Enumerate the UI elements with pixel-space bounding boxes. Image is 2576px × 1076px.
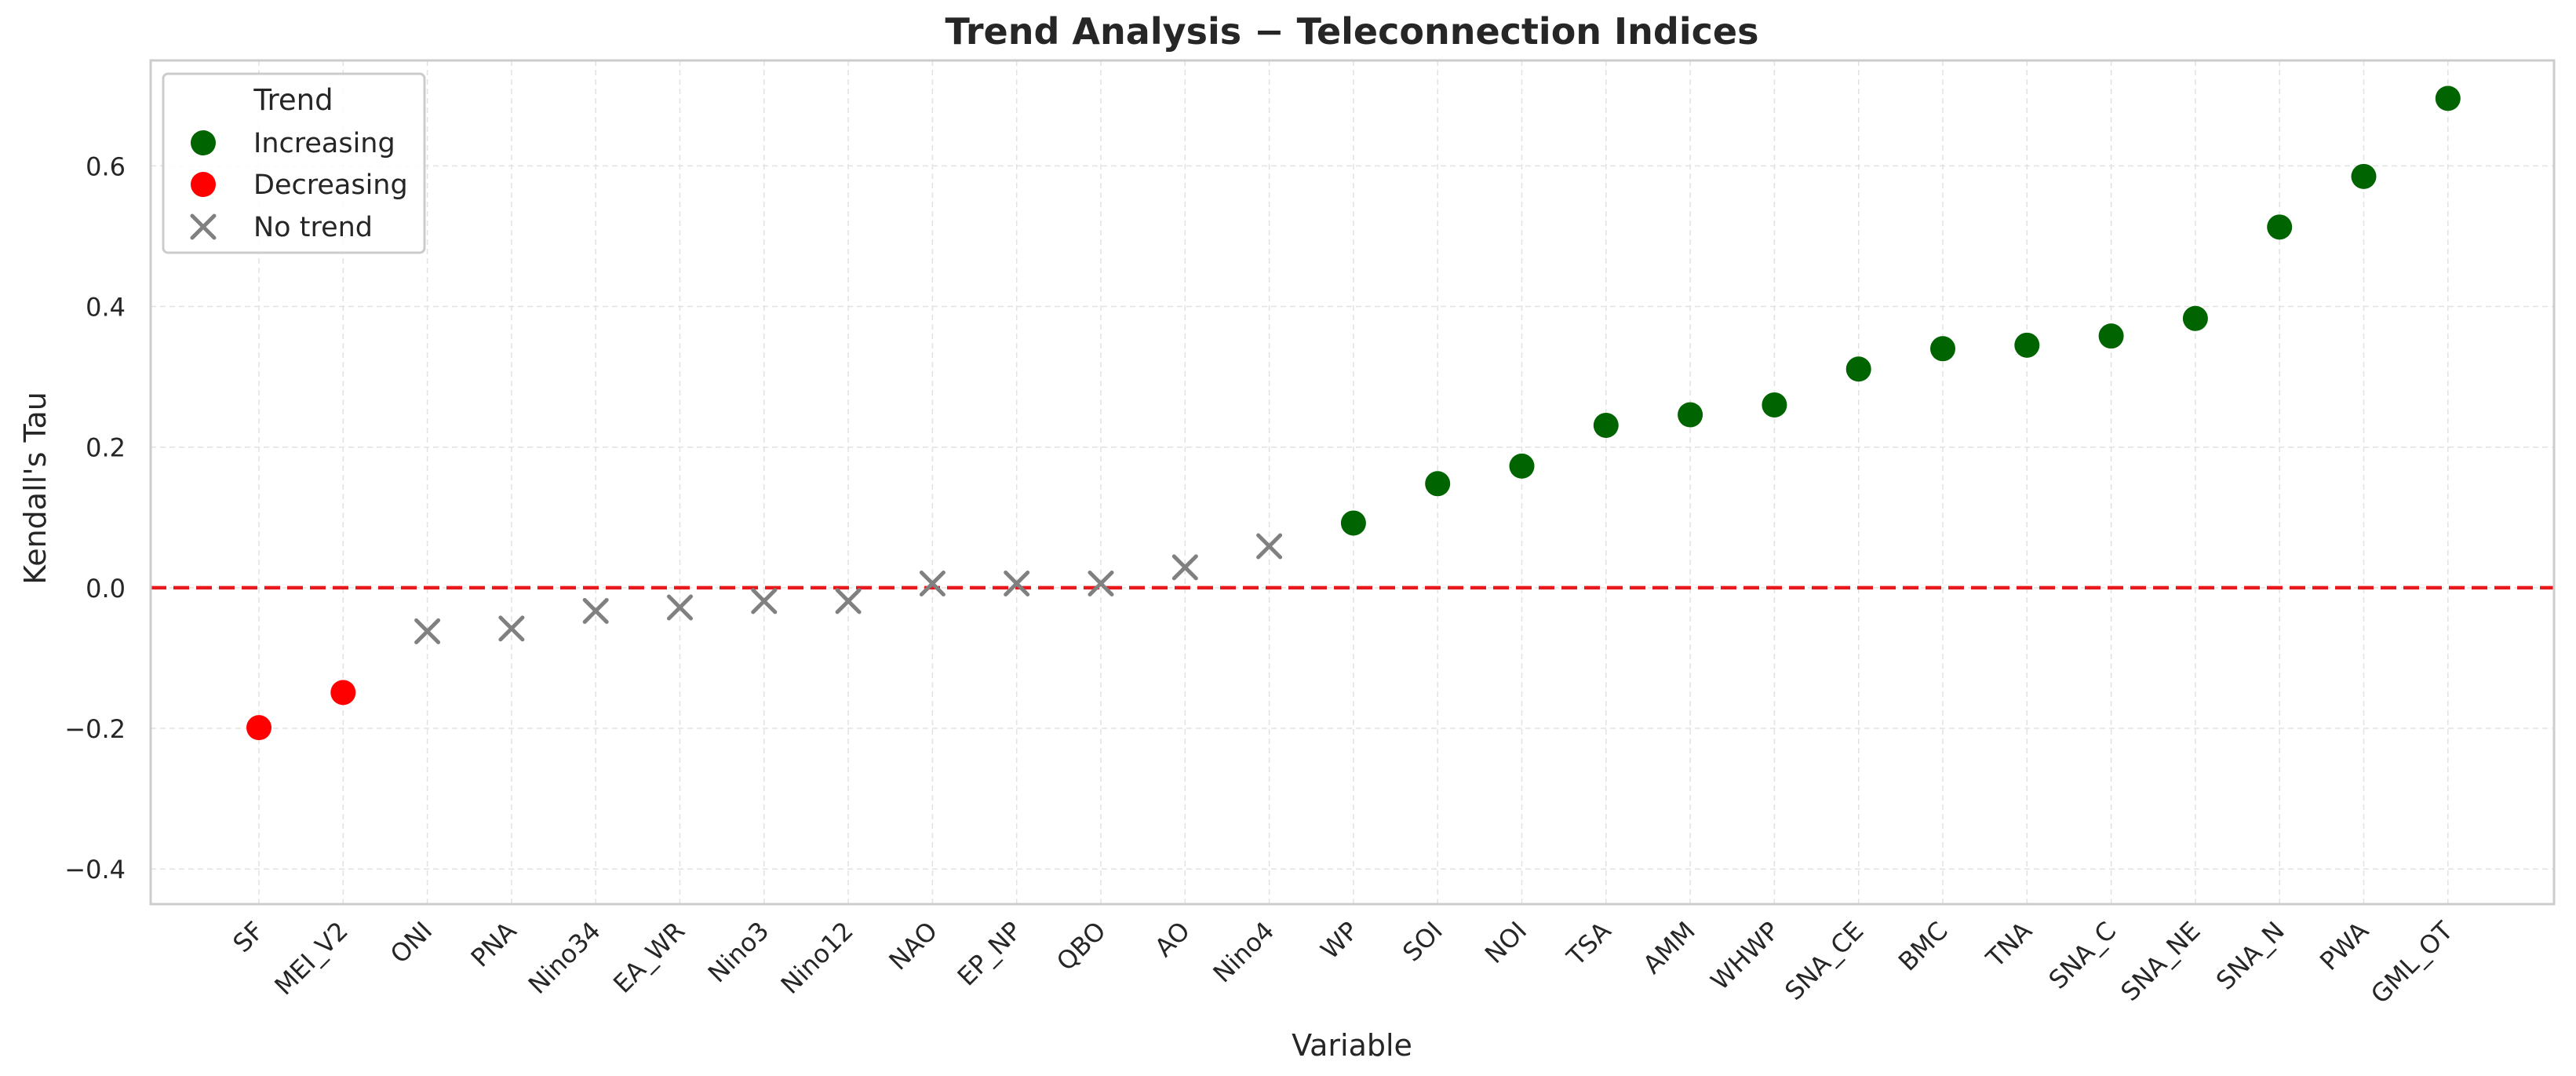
x-marker-stroke [190, 213, 217, 240]
data-point-pna [498, 615, 525, 642]
data-point-nino34 [582, 597, 609, 624]
data-point-pwa [2351, 163, 2377, 189]
chart-title: Trend Analysis − Teleconnection Indices [946, 10, 1759, 53]
y-tick-labels: −0.4 −0.2 0.0 0.2 0.4 0.6 [64, 151, 126, 885]
x-marker-stroke [1004, 571, 1030, 596]
y-tick-label: 0.4 [86, 293, 126, 323]
data-point-wp [1340, 510, 1366, 536]
x-marker-stroke [751, 588, 778, 615]
x-marker-stroke [498, 615, 525, 642]
plot-area-frame [149, 59, 2556, 906]
legend-label: No trend [253, 212, 373, 243]
data-point-sna-ce [1845, 356, 1871, 382]
data-point-ea-wr [667, 594, 693, 621]
data-point-tna [2014, 332, 2040, 358]
data-point-sna-n [2267, 214, 2293, 240]
data-point-nino4 [1256, 533, 1283, 560]
data-point-nino3 [751, 588, 778, 615]
x-marker-stroke [582, 597, 609, 624]
data-point-ep-np [1004, 571, 1030, 596]
data-point-sna-ne [2182, 305, 2208, 331]
x-marker-stroke [1256, 533, 1283, 560]
data-point-whwp [1762, 392, 1787, 418]
legend-marker [191, 172, 216, 197]
data-point-mei-v2 [330, 680, 356, 706]
data-points [246, 86, 2461, 741]
y-axis-label: Kendall's Tau [18, 392, 53, 585]
y-tick-label: −0.2 [64, 714, 126, 744]
x-marker-stroke [835, 588, 862, 615]
data-point-nao [919, 571, 946, 596]
legend-label: Increasing [253, 128, 395, 159]
y-tick-label: 0.0 [86, 574, 126, 604]
data-point-oni [414, 618, 441, 644]
data-point-bmc [1930, 336, 1955, 362]
x-axis-label: Variable [1292, 1028, 1412, 1063]
legend-marker [191, 130, 216, 155]
data-point-nino12 [835, 588, 862, 615]
data-point-sna-c [2098, 323, 2124, 349]
y-tick-label: 0.6 [86, 151, 126, 181]
legend-label: Decreasing [253, 170, 408, 201]
data-point-tsa [1593, 412, 1619, 438]
data-point-noi [1509, 453, 1535, 479]
legend-box [162, 72, 426, 254]
x-marker-stroke [667, 594, 693, 621]
legend-title: Trend [253, 83, 333, 117]
x-marker-stroke [414, 618, 441, 644]
x-marker-stroke [1171, 554, 1198, 581]
data-point-gml-ot [2435, 86, 2461, 111]
data-point-sf [246, 715, 271, 741]
data-point-qbo [1088, 571, 1114, 596]
y-tick-label: −0.4 [64, 855, 126, 885]
x-marker-stroke [1088, 571, 1114, 596]
legend: Trend Increasing Decreasing No trend [162, 72, 426, 254]
data-point-soi [1425, 471, 1451, 497]
y-tick-label: 0.2 [86, 433, 126, 463]
data-point-amm [1678, 402, 1703, 428]
legend-marker [190, 213, 217, 240]
x-marker-stroke [919, 571, 946, 596]
data-point-ao [1171, 554, 1198, 581]
